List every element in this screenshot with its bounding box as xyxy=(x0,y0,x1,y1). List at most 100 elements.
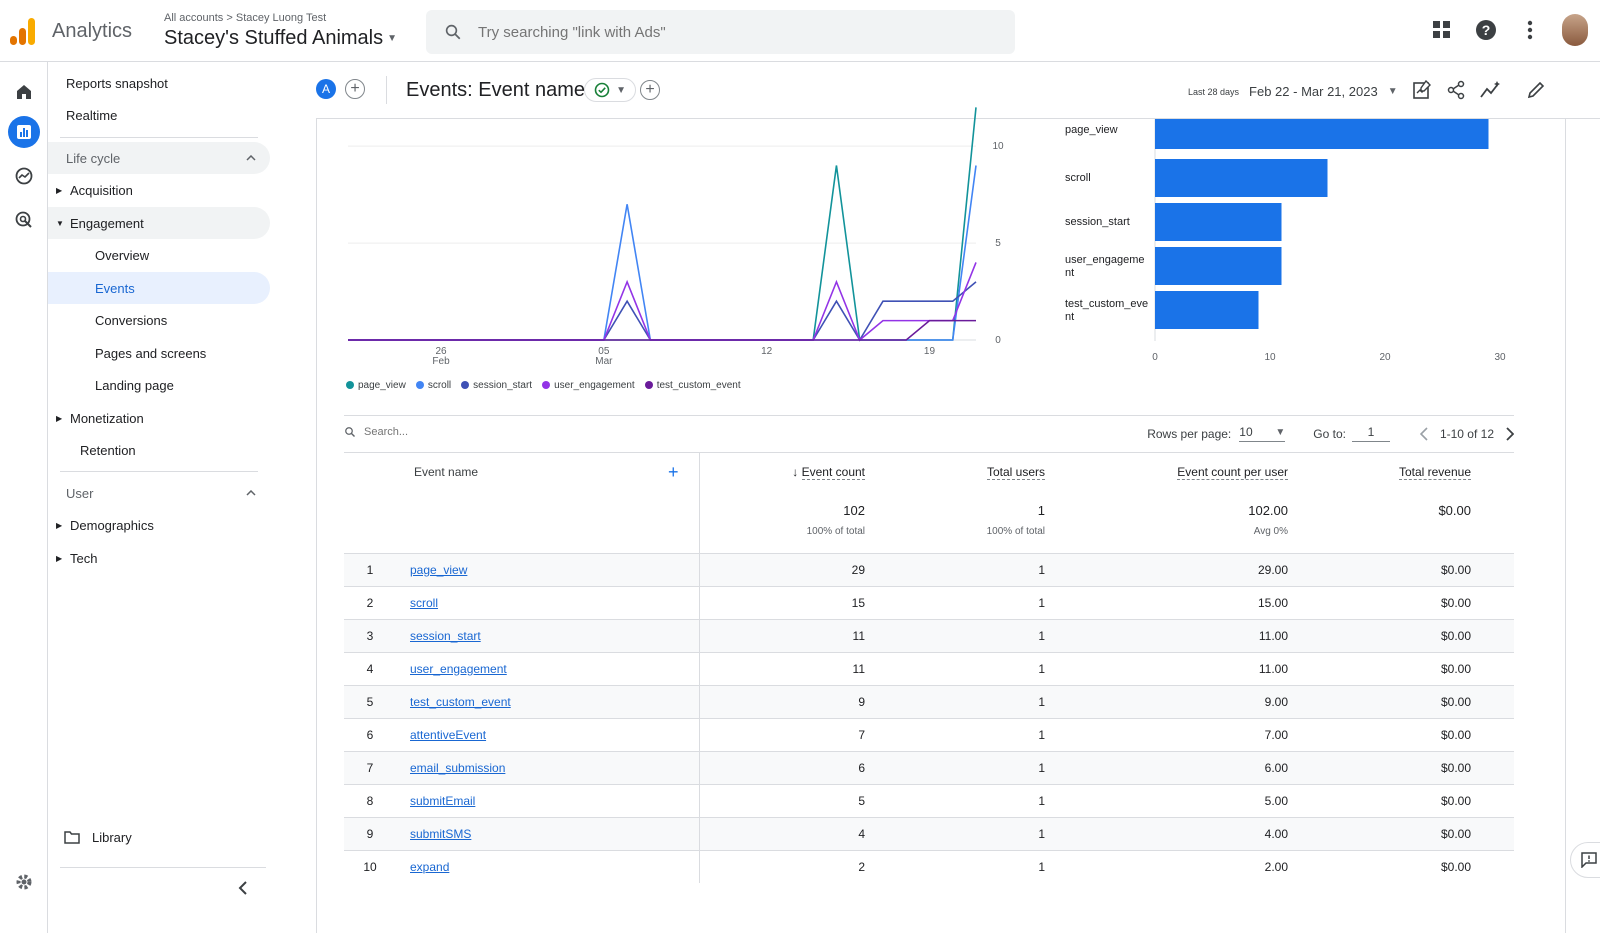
nav-retention[interactable]: Retention xyxy=(80,442,136,458)
home-icon[interactable] xyxy=(8,76,40,108)
table-row[interactable]: 5 test_custom_event 9 1 9.00 $0.00 xyxy=(344,684,1514,718)
help-icon[interactable]: ? xyxy=(1474,18,1498,42)
event-name-link[interactable]: test_custom_event xyxy=(410,694,511,709)
left-rail xyxy=(0,62,48,933)
report-toolbar xyxy=(1412,80,1546,100)
breadcrumb-all-accounts[interactable]: All accounts xyxy=(164,12,224,24)
nav-label: Library xyxy=(92,829,132,845)
analytics-logo-icon[interactable] xyxy=(10,18,36,46)
nav-section-lifecycle[interactable]: Life cycle xyxy=(48,142,270,174)
header-event-count[interactable]: ↓ Event count xyxy=(699,453,887,491)
add-dimension-icon[interactable]: + xyxy=(667,462,679,482)
property-selector[interactable]: Stacey's Stuffed Animals ▼ xyxy=(164,27,397,50)
nav-landing-page[interactable]: Landing page xyxy=(95,377,174,393)
legend-item[interactable]: user_engagement xyxy=(542,380,635,391)
x-tick-label: 26 xyxy=(435,346,447,357)
table-header-row: Event name + ↓ Event count Total users E… xyxy=(344,453,1514,491)
nav-section-user[interactable]: User xyxy=(48,477,270,509)
nav-realtime[interactable]: Realtime xyxy=(66,107,118,123)
nav-tech[interactable]: ▶ Tech xyxy=(48,542,270,574)
report-status-dropdown[interactable]: ▼ xyxy=(584,78,636,102)
comparison-badge[interactable]: A xyxy=(316,79,336,99)
date-range-picker[interactable]: Last 28 days Feb 22 - Mar 21, 2023 ▼ xyxy=(1188,84,1398,99)
table-search-input[interactable] xyxy=(364,426,664,438)
breadcrumb[interactable]: All accounts > Stacey Luong Test xyxy=(164,12,326,24)
nav-acquisition[interactable]: ▶ Acquisition xyxy=(48,174,270,206)
nav-monetization[interactable]: ▶ Monetization xyxy=(48,402,270,434)
table-row[interactable]: 6 attentiveEvent 7 1 7.00 $0.00 xyxy=(344,717,1514,751)
nav-conversions[interactable]: Conversions xyxy=(95,312,168,328)
header-total-users[interactable]: Total users xyxy=(887,453,1067,491)
nav-events[interactable]: Events xyxy=(48,272,270,304)
nav-engagement[interactable]: ▼ Engagement xyxy=(48,207,270,239)
table-row[interactable]: 9 submitSMS 4 1 4.00 $0.00 xyxy=(344,816,1514,850)
event-name-link[interactable]: scroll xyxy=(410,595,439,610)
table-row[interactable]: 2 scroll 15 1 15.00 $0.00 xyxy=(344,585,1514,619)
event-name-link[interactable]: session_start xyxy=(410,628,481,643)
advertising-icon[interactable] xyxy=(8,204,40,236)
more-vert-icon[interactable] xyxy=(1518,18,1542,42)
per-user-cell: 5.00 xyxy=(1067,783,1310,817)
apps-grid-icon[interactable] xyxy=(1430,18,1454,42)
reports-icon[interactable] xyxy=(8,116,40,148)
caret-down-icon: ▼ xyxy=(56,218,64,228)
header-event-name[interactable]: Event name + xyxy=(396,453,700,491)
header-label: Event count per user xyxy=(1177,465,1288,480)
legend-item[interactable]: session_start xyxy=(461,380,532,391)
caret-down-icon: ▼ xyxy=(1275,426,1286,438)
legend-item[interactable]: page_view xyxy=(346,380,406,391)
explore-icon[interactable] xyxy=(8,160,40,192)
nav-overview[interactable]: Overview xyxy=(95,247,150,263)
event-name-link[interactable]: page_view xyxy=(410,562,468,577)
total-users-cell: 1 xyxy=(887,783,1067,817)
table-search[interactable] xyxy=(344,426,664,438)
page-range-label: 1-10 of 12 xyxy=(1439,426,1494,441)
table-row[interactable]: 8 submitEmail 5 1 5.00 $0.00 xyxy=(344,783,1514,817)
per-user-cell: 6.00 xyxy=(1067,750,1310,784)
nav-demographics[interactable]: ▶ Demographics xyxy=(48,509,270,541)
revenue-cell: $0.00 xyxy=(1310,717,1493,751)
edit-icon[interactable] xyxy=(1526,80,1546,100)
legend-item[interactable]: test_custom_event xyxy=(644,380,741,391)
table-pager: Rows per page: 10 ▼ Go to: 1 1-10 of 12 xyxy=(1147,425,1514,442)
add-filter-button[interactable]: + xyxy=(640,80,660,100)
avatar[interactable] xyxy=(1562,14,1588,46)
add-comparison-button[interactable]: + xyxy=(345,79,365,99)
chevron-right-icon[interactable] xyxy=(1506,426,1514,441)
event-name-link[interactable]: expand xyxy=(410,859,450,874)
nav-reports-snapshot[interactable]: Reports snapshot xyxy=(66,75,168,91)
event-name-link[interactable]: submitSMS xyxy=(410,826,472,841)
chevron-left-icon[interactable] xyxy=(1419,426,1428,441)
nav-library[interactable]: Library xyxy=(48,821,270,853)
customize-report-icon[interactable] xyxy=(1412,80,1432,100)
per-user-cell: 29.00 xyxy=(1067,552,1310,586)
table-row[interactable]: 1 page_view 29 1 29.00 $0.00 xyxy=(344,552,1514,586)
feedback-button[interactable] xyxy=(1570,842,1600,878)
per-user-cell: 15.00 xyxy=(1067,585,1310,619)
search-bar[interactable] xyxy=(426,10,1015,54)
rows-per-page-value: 10 xyxy=(1239,425,1253,439)
x-tick-label: 19 xyxy=(924,346,936,357)
table-row[interactable]: 4 user_engagement 11 1 11.00 $0.00 xyxy=(344,651,1514,685)
goto-input[interactable]: 1 xyxy=(1351,425,1390,442)
breadcrumb-account[interactable]: Stacey Luong Test xyxy=(235,12,327,24)
table-row[interactable]: 7 email_submission 6 1 6.00 $0.00 xyxy=(344,750,1514,784)
search-input[interactable] xyxy=(478,23,958,41)
event-name-link[interactable]: submitEmail xyxy=(410,793,476,808)
share-icon[interactable] xyxy=(1446,80,1466,100)
legend-item[interactable]: scroll xyxy=(415,380,451,391)
row-index: 9 xyxy=(344,816,396,850)
nav-pages-and-screens[interactable]: Pages and screens xyxy=(95,345,207,361)
table-row[interactable]: 10 expand 2 1 2.00 $0.00 xyxy=(344,849,1514,883)
header-event-count-per-user[interactable]: Event count per user xyxy=(1067,453,1310,491)
table-row[interactable]: 3 session_start 11 1 11.00 $0.00 xyxy=(344,618,1514,652)
rows-per-page-select[interactable]: 10 ▼ xyxy=(1239,425,1286,442)
row-spacer xyxy=(1493,585,1514,619)
event-name-link[interactable]: email_submission xyxy=(410,760,506,775)
event-name-link[interactable]: user_engagement xyxy=(410,661,507,676)
collapse-nav-button[interactable] xyxy=(238,881,248,900)
event-name-link[interactable]: attentiveEvent xyxy=(410,727,487,742)
insights-icon[interactable] xyxy=(1480,80,1502,100)
settings-icon[interactable] xyxy=(8,866,40,898)
header-total-revenue[interactable]: Total revenue xyxy=(1310,453,1493,491)
